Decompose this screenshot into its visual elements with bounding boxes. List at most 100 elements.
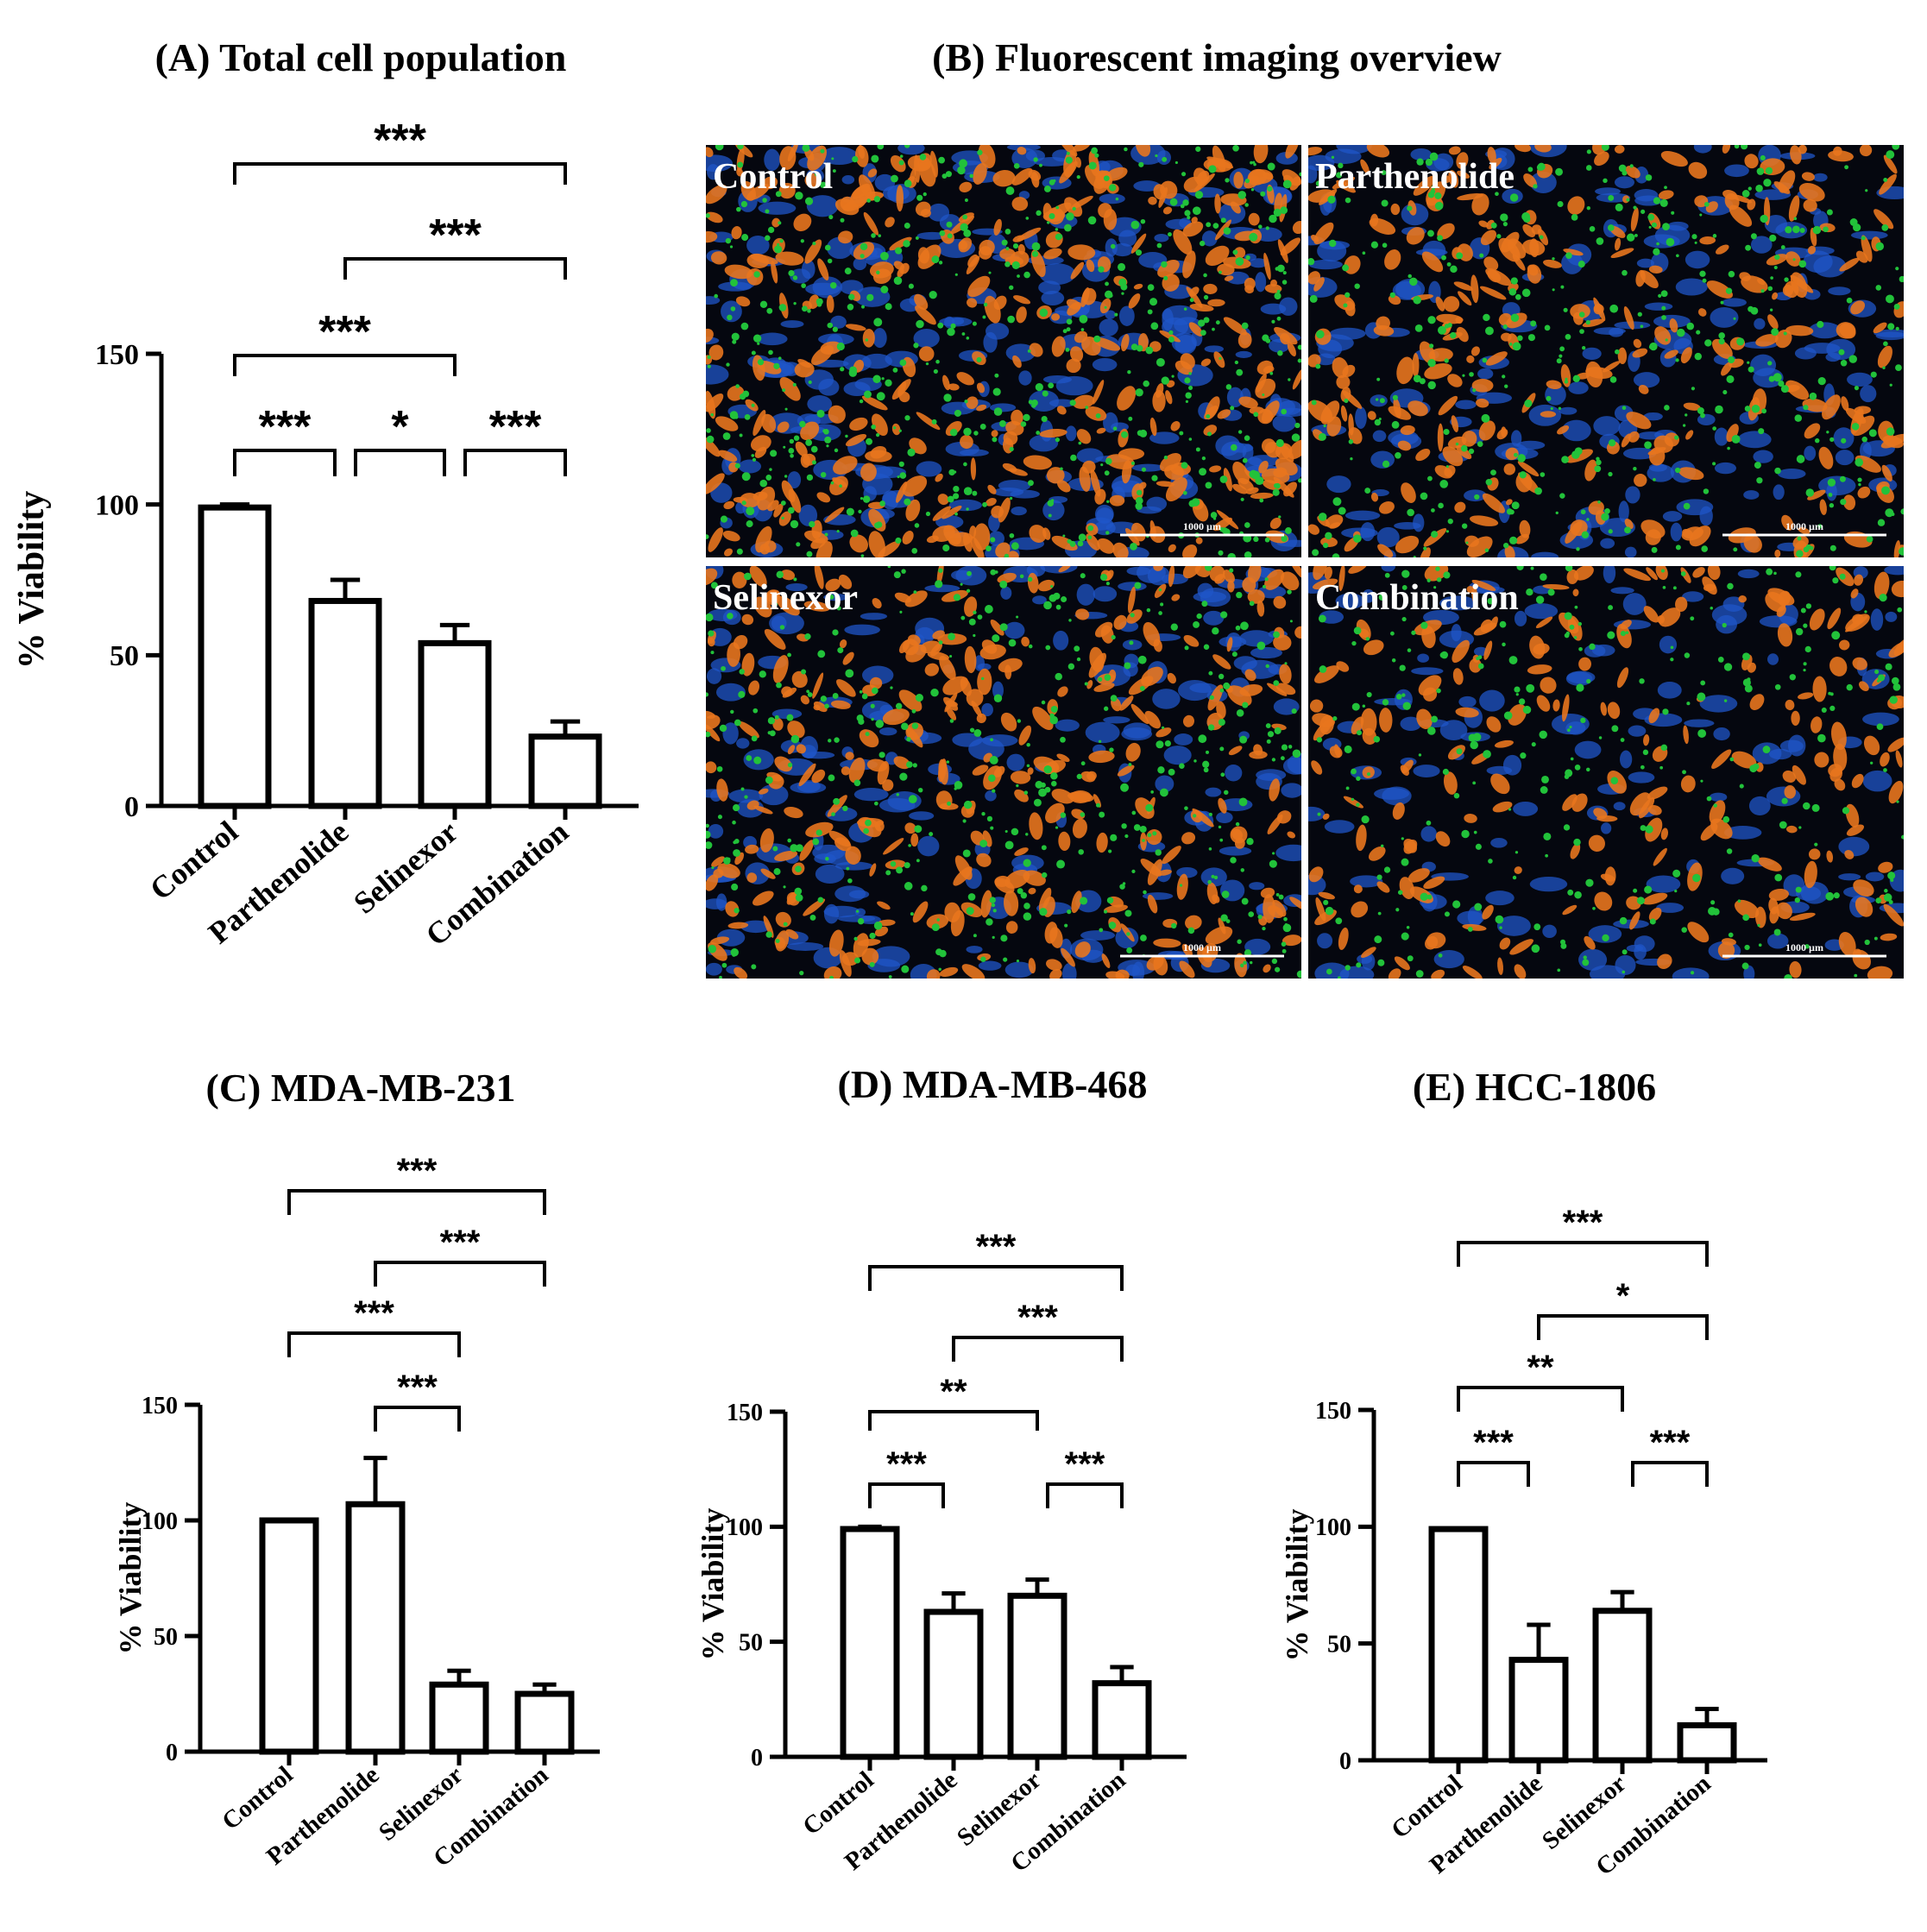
green-cell bbox=[1556, 358, 1562, 364]
orange-cell bbox=[779, 146, 797, 170]
blue-cell bbox=[1326, 475, 1351, 494]
green-cell bbox=[1223, 682, 1231, 689]
orange-cell bbox=[1239, 683, 1263, 696]
green-cell bbox=[1240, 963, 1244, 968]
green-cell bbox=[966, 907, 974, 916]
green-cell bbox=[1062, 329, 1067, 334]
green-cell bbox=[706, 830, 711, 839]
green-cell bbox=[1794, 897, 1800, 903]
green-cell bbox=[899, 610, 903, 614]
green-cell bbox=[824, 703, 829, 709]
green-cell bbox=[1697, 729, 1707, 738]
green-cell bbox=[854, 957, 861, 964]
orange-cell bbox=[706, 437, 721, 457]
orange-cell bbox=[1798, 526, 1810, 534]
green-cell bbox=[992, 789, 996, 793]
blue-cell bbox=[1011, 506, 1027, 516]
blue-cell bbox=[1828, 286, 1851, 296]
orange-cell bbox=[845, 324, 866, 331]
green-cell bbox=[904, 145, 910, 148]
orange-cell bbox=[1634, 474, 1647, 488]
orange-cell bbox=[735, 296, 751, 307]
orange-cell bbox=[765, 589, 780, 606]
blue-cell bbox=[815, 864, 845, 884]
green-cell bbox=[1121, 823, 1127, 829]
green-cell bbox=[1078, 849, 1084, 855]
green-cell bbox=[1729, 757, 1735, 762]
orange-cell bbox=[1232, 461, 1250, 485]
blue-cell bbox=[1215, 435, 1241, 456]
green-cell bbox=[1686, 702, 1691, 706]
green-cell bbox=[964, 198, 968, 202]
orange-cell bbox=[1852, 949, 1871, 970]
green-cell bbox=[757, 342, 760, 345]
orange-cell bbox=[1777, 623, 1793, 647]
blue-cell bbox=[1568, 381, 1589, 394]
orange-cell bbox=[1214, 219, 1231, 241]
green-cell bbox=[919, 154, 927, 160]
green-cell bbox=[1756, 477, 1763, 484]
green-cell bbox=[1789, 674, 1796, 681]
blue-cell bbox=[1628, 771, 1655, 783]
orange-cell bbox=[1007, 551, 1019, 557]
orange-cell bbox=[986, 498, 997, 507]
green-cell bbox=[1653, 478, 1656, 481]
green-cell bbox=[783, 445, 786, 449]
green-cell bbox=[1230, 406, 1235, 411]
green-cell bbox=[1671, 211, 1675, 215]
green-cell bbox=[925, 362, 929, 366]
green-cell bbox=[765, 776, 773, 784]
orange-cell bbox=[1423, 876, 1445, 890]
orange-cell bbox=[1368, 846, 1386, 861]
green-cell bbox=[1401, 585, 1407, 590]
green-cell bbox=[1512, 875, 1517, 880]
orange-cell bbox=[1438, 395, 1458, 416]
orange-cell bbox=[1081, 460, 1096, 474]
green-cell bbox=[1742, 652, 1750, 661]
green-cell bbox=[1049, 594, 1057, 602]
orange-cell bbox=[1069, 790, 1092, 803]
orange-cell bbox=[861, 947, 879, 966]
orange-cell bbox=[993, 295, 1007, 310]
green-cell bbox=[1803, 662, 1807, 666]
orange-cell bbox=[791, 670, 808, 689]
green-cell bbox=[1249, 601, 1255, 607]
orange-cell bbox=[1792, 535, 1809, 550]
green-cell bbox=[1703, 201, 1710, 207]
green-cell bbox=[1259, 498, 1264, 503]
chart-title: (A) Total cell population bbox=[155, 35, 567, 79]
green-cell bbox=[989, 897, 996, 903]
orange-cell bbox=[1768, 897, 1779, 915]
green-cell bbox=[727, 314, 733, 321]
green-cell bbox=[1664, 186, 1667, 190]
green-cell bbox=[853, 936, 858, 941]
green-cell bbox=[1569, 624, 1575, 630]
blue-cell bbox=[1743, 490, 1760, 500]
green-cell bbox=[806, 689, 810, 694]
green-cell bbox=[878, 234, 882, 238]
orange-cell bbox=[1859, 145, 1873, 157]
green-cell bbox=[759, 300, 768, 308]
green-cell bbox=[1704, 339, 1712, 347]
blue-cell bbox=[992, 681, 1004, 700]
blue-cell bbox=[1350, 875, 1383, 888]
orange-cell bbox=[1037, 579, 1055, 592]
green-cell bbox=[1502, 374, 1506, 379]
green-cell bbox=[916, 319, 924, 329]
green-cell bbox=[1586, 205, 1591, 211]
green-cell bbox=[822, 429, 827, 433]
blue-cell bbox=[1142, 892, 1174, 900]
green-cell bbox=[1720, 300, 1724, 305]
green-cell bbox=[1767, 361, 1773, 366]
orange-cell bbox=[1308, 524, 1319, 535]
green-cell bbox=[1004, 840, 1014, 850]
green-cell bbox=[1117, 262, 1126, 272]
green-cell bbox=[1203, 644, 1210, 650]
orange-cell bbox=[1776, 605, 1786, 617]
green-cell bbox=[832, 629, 839, 636]
green-cell bbox=[828, 214, 834, 220]
green-cell bbox=[1161, 376, 1169, 385]
green-cell bbox=[1141, 467, 1147, 472]
green-cell bbox=[1750, 306, 1759, 315]
blue-cell bbox=[1118, 305, 1135, 326]
